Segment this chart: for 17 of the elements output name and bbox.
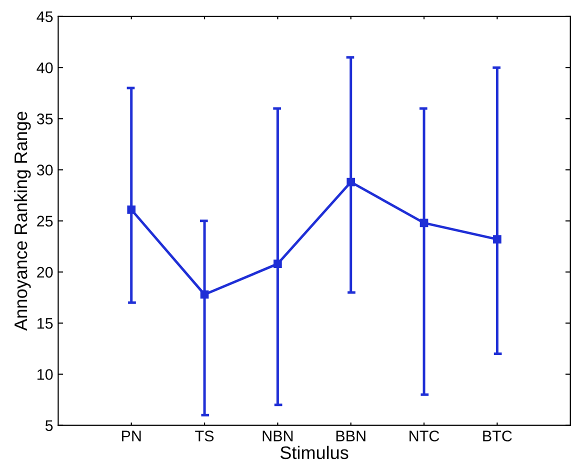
x-tick-label: PN (122, 430, 141, 442)
x-tick-label: BBN (336, 430, 366, 442)
y-tick-label: 40 (36, 62, 53, 74)
y-tick-label: 15 (38, 318, 53, 329)
y-tick-label: 35 (36, 114, 53, 124)
y-tick-label: 30 (36, 164, 53, 176)
y-tick-label: 10 (38, 369, 53, 380)
x-tick-label: NBN (262, 430, 293, 442)
x-axis-title: Stimulus (280, 446, 348, 460)
y-tick-label: 25 (37, 216, 53, 227)
y-tick-label: 5 (45, 420, 53, 432)
y-axis-title: Annoyance Ranking Range (14, 112, 31, 331)
y-tick-label: 45 (36, 11, 53, 22)
x-tick-label: TS (195, 430, 214, 442)
y-tick-label: 20 (37, 266, 53, 278)
x-tick-label: BTC (483, 430, 512, 442)
x-tick-label: NTC (410, 430, 440, 442)
